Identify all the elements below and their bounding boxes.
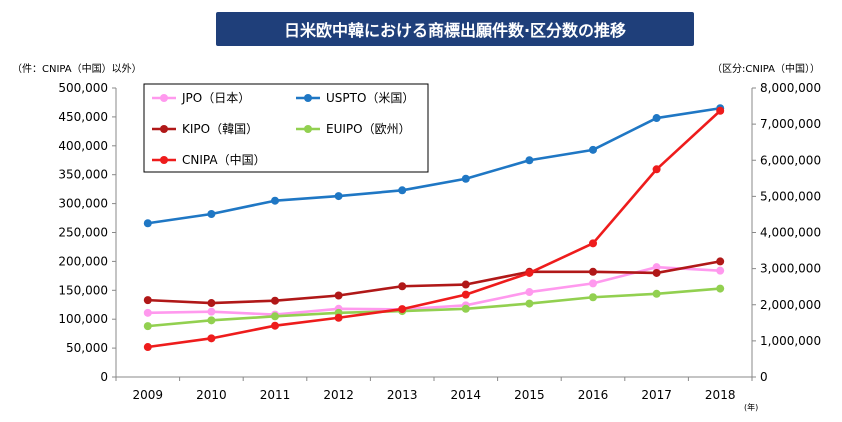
data-point [207, 299, 216, 308]
left-tick-label: 50,000 [66, 341, 108, 355]
data-point [143, 296, 152, 305]
series-line [147, 287, 721, 328]
x-tick-label: 2014 [451, 388, 482, 402]
legend-label: EUIPO（欧州） [326, 122, 411, 136]
left-tick-label: 300,000 [58, 197, 108, 211]
right-tick-label: 7,000,000 [760, 117, 821, 131]
x-tick-label: 2015 [514, 388, 545, 402]
x-tick-label: 2012 [323, 388, 354, 402]
data-point [652, 114, 661, 123]
data-point [334, 313, 343, 322]
data-point [207, 210, 216, 219]
data-point [716, 257, 725, 266]
x-tick-label: 2013 [387, 388, 418, 402]
data-point [271, 196, 279, 205]
right-axis-unit-label: （区分:CNIPA（中国）） [711, 64, 820, 75]
left-tick-label: 200,000 [58, 254, 108, 268]
data-point [207, 316, 216, 325]
legend-swatch-marker [160, 125, 168, 133]
series-line [147, 265, 721, 316]
left-tick-label: 250,000 [58, 226, 108, 240]
x-tick-label: 2010 [196, 388, 227, 402]
data-point [271, 321, 279, 330]
data-point [652, 289, 661, 298]
series-line [147, 109, 722, 349]
right-tick-label: 6,000,000 [760, 153, 821, 167]
right-tick-label: 8,000,000 [760, 81, 821, 95]
data-point [589, 239, 597, 248]
right-tick-label: 3,000,000 [760, 262, 821, 276]
x-tick-label: 2017 [641, 388, 672, 402]
data-point [461, 290, 470, 299]
data-point [398, 305, 407, 314]
legend-label: USPTO（米国） [326, 91, 414, 105]
x-tick-label: 2009 [133, 388, 164, 402]
x-axis-unit-label: (年) [744, 402, 758, 412]
data-point [652, 263, 661, 272]
left-tick-label: 400,000 [58, 139, 108, 153]
data-point [716, 284, 725, 293]
left-tick-label: 100,000 [58, 312, 108, 326]
data-point [334, 291, 343, 300]
legend-swatch-marker [160, 94, 168, 102]
right-tick-label: 4,000,000 [760, 226, 821, 240]
x-tick-label: 2011 [260, 388, 291, 402]
chart-title: 日米欧中韓における商標出願件数·区分数の推移 [216, 12, 694, 46]
data-point [143, 219, 152, 228]
right-tick-label: 2,000,000 [760, 298, 821, 312]
right-tick-label: 5,000,000 [760, 189, 821, 203]
data-point [461, 304, 470, 313]
data-point [525, 299, 534, 308]
legend-box [143, 83, 429, 173]
data-point [525, 156, 534, 165]
x-tick-label: 2018 [705, 388, 736, 402]
data-point [334, 192, 343, 201]
data-point [716, 106, 725, 115]
data-point [525, 268, 534, 277]
data-point [398, 282, 407, 291]
data-point [589, 145, 597, 154]
data-point [207, 307, 216, 316]
series-line [147, 260, 721, 305]
left-tick-label: 350,000 [58, 168, 108, 182]
data-point [271, 296, 279, 305]
data-point [461, 174, 470, 183]
left-tick-label: 0 [100, 370, 108, 384]
legend-label: KIPO（韓国） [182, 122, 258, 136]
legend-swatch-marker [304, 94, 312, 102]
left-tick-label: 450,000 [58, 110, 108, 124]
data-point [398, 186, 407, 195]
data-point [589, 267, 597, 276]
data-point [271, 312, 279, 321]
legend-label: JPO（日本） [181, 91, 250, 105]
data-point [589, 279, 597, 288]
data-point [143, 322, 152, 331]
series-line [147, 106, 721, 225]
right-tick-label: 1,000,000 [760, 334, 821, 348]
data-point [461, 280, 470, 289]
data-point [143, 308, 152, 317]
legend-label: CNIPA（中国） [182, 152, 266, 167]
x-tick-label: 2016 [578, 388, 609, 402]
data-point [652, 165, 661, 174]
legend-swatch-marker [160, 156, 168, 164]
left-axis-unit-label: （件：CNIPA（中国）以外） [12, 64, 142, 75]
legend-swatch-marker [304, 125, 312, 133]
data-point [525, 288, 534, 297]
left-tick-label: 150,000 [58, 283, 108, 297]
data-point [652, 268, 661, 277]
left-tick-label: 500,000 [58, 81, 108, 95]
data-point [589, 293, 597, 302]
right-tick-label: 0 [760, 370, 768, 384]
data-point [716, 266, 725, 275]
data-point [207, 334, 216, 343]
data-point [143, 343, 152, 352]
